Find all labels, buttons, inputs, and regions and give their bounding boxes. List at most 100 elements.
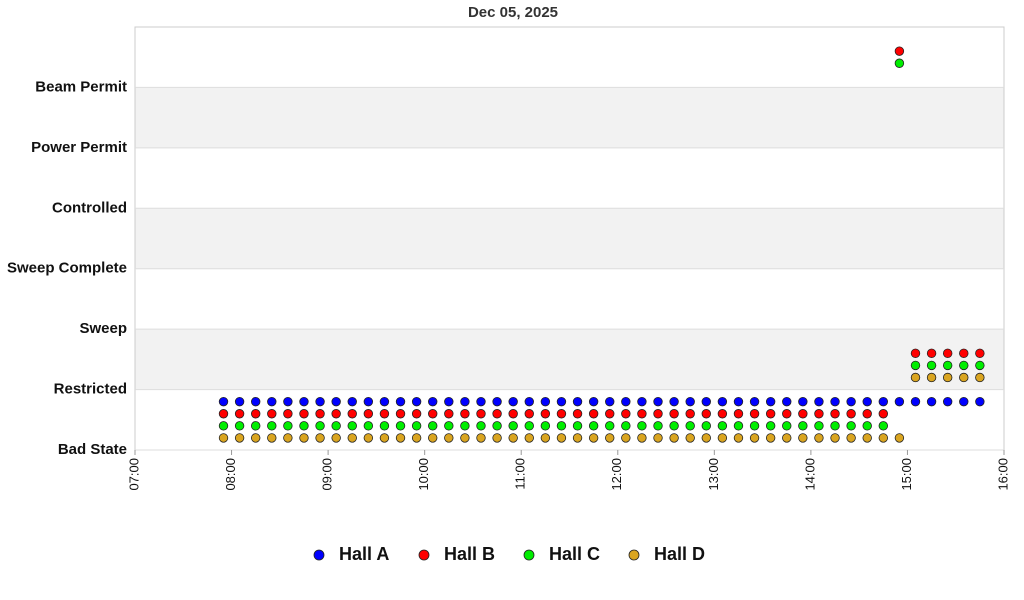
data-point (975, 396, 985, 407)
data-point (218, 433, 229, 443)
data-point (379, 433, 390, 443)
data-point (411, 409, 422, 419)
y-tick-label: Beam Permit (35, 78, 127, 95)
data-point (234, 396, 245, 407)
data-point (283, 421, 293, 431)
data-point (444, 396, 454, 407)
data-point (363, 409, 374, 419)
data-point (299, 433, 309, 443)
x-tick-label: 07:00 (126, 458, 141, 491)
data-point (508, 433, 518, 443)
data-point (556, 396, 567, 407)
data-point (669, 421, 679, 431)
data-point (250, 396, 261, 407)
data-point (395, 409, 406, 419)
data-point (492, 396, 502, 407)
legend-marker (628, 549, 640, 561)
data-point (685, 409, 695, 419)
data-point (926, 360, 937, 371)
data-point (411, 396, 422, 407)
data-point (749, 421, 760, 431)
data-point (444, 409, 454, 419)
data-point (653, 433, 663, 443)
data-point (926, 396, 937, 407)
data-point (572, 409, 583, 419)
data-point (315, 396, 325, 407)
data-point (798, 421, 808, 431)
data-point (411, 421, 422, 431)
x-tick-label: 15:00 (899, 458, 914, 491)
data-point (637, 433, 647, 443)
data-point (878, 433, 889, 443)
data-point (540, 409, 551, 419)
data-point (540, 433, 551, 443)
data-point (508, 396, 518, 407)
data-point (524, 409, 534, 419)
data-point (572, 433, 583, 443)
data-point (234, 409, 245, 419)
data-point (476, 396, 486, 407)
data-point (814, 421, 824, 431)
data-point (524, 396, 534, 407)
y-tick-label: Bad State (58, 441, 127, 458)
data-point (428, 421, 438, 431)
data-point (862, 396, 872, 407)
y-tick-label: Controlled (52, 199, 127, 216)
data-point (363, 433, 374, 443)
data-point (347, 421, 357, 431)
data-point (669, 396, 679, 407)
x-tick-label: 09:00 (320, 458, 335, 491)
data-point (798, 409, 808, 419)
data-point (347, 409, 357, 419)
data-point (926, 372, 937, 383)
data-point (733, 433, 744, 443)
data-point (395, 396, 406, 407)
data-point (460, 433, 470, 443)
data-point (331, 409, 341, 419)
data-point (492, 409, 502, 419)
data-point (637, 409, 647, 419)
data-point (476, 409, 486, 419)
data-point (653, 409, 663, 419)
data-point (846, 433, 856, 443)
data-point (621, 433, 631, 443)
data-point (959, 360, 969, 371)
data-point (782, 421, 792, 431)
data-point (846, 396, 856, 407)
data-point (749, 396, 760, 407)
data-point (782, 396, 792, 407)
data-point (476, 433, 486, 443)
data-point (267, 409, 277, 419)
data-point (701, 433, 711, 443)
data-point (669, 433, 679, 443)
data-point (733, 409, 744, 419)
data-point (267, 421, 277, 431)
legend-label: Hall C (549, 544, 600, 564)
data-point (556, 421, 567, 431)
data-point (749, 409, 760, 419)
grid-band (135, 87, 1004, 148)
data-point (621, 396, 631, 407)
x-tick-label: 16:00 (995, 458, 1010, 491)
data-point (765, 421, 776, 431)
data-point (234, 433, 245, 443)
data-point (717, 396, 728, 407)
data-point (588, 396, 599, 407)
data-point (701, 396, 711, 407)
data-point (492, 433, 502, 443)
data-point (653, 421, 663, 431)
data-point (379, 396, 390, 407)
data-point (685, 396, 695, 407)
data-point (653, 396, 663, 407)
data-point (218, 409, 229, 419)
data-point (830, 421, 840, 431)
data-point (492, 421, 502, 431)
data-point (733, 396, 744, 407)
data-point (605, 409, 615, 419)
x-tick-label: 08:00 (223, 458, 238, 491)
data-point (524, 433, 534, 443)
data-point (894, 58, 905, 68)
y-tick-label: Power Permit (31, 139, 127, 156)
data-point (717, 433, 728, 443)
data-point (476, 421, 486, 431)
